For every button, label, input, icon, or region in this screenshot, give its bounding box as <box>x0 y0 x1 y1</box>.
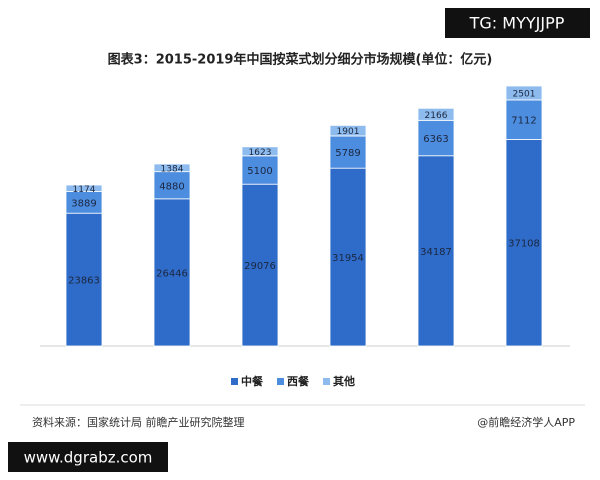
bar-segment <box>505 85 543 101</box>
bar-segment <box>153 163 191 173</box>
legend-swatch <box>231 378 238 385</box>
value-label: 2166 <box>425 111 448 121</box>
credit: @前瞻经济学人APP <box>477 415 575 429</box>
bar-segment <box>417 119 455 157</box>
source: 资料来源：国家统计局 前瞻产业研究院整理 <box>32 415 245 429</box>
legend-label: 西餐 <box>287 374 310 388</box>
bar-segment <box>417 155 455 347</box>
bar-segment <box>241 183 279 347</box>
bar-segment <box>505 99 543 140</box>
value-label: 31954 <box>332 253 364 264</box>
value-label: 26446 <box>156 268 188 279</box>
value-label: 37108 <box>508 239 540 250</box>
bar-segment <box>329 167 367 347</box>
legend-label: 其他 <box>333 374 355 388</box>
site: www.dgrabz.com <box>24 449 153 467</box>
value-label: 2501 <box>513 89 536 99</box>
chart-title: 图表3：2015-2019年中国按菜式划分细分市场规模(单位：亿元) <box>108 52 493 68</box>
value-label: 23863 <box>68 276 100 287</box>
watermark-box <box>445 8 590 38</box>
bar-segment <box>417 107 455 121</box>
bar-segment <box>505 139 543 347</box>
site-box <box>8 442 168 472</box>
bar-segment <box>153 198 191 347</box>
bar-segment <box>65 212 103 347</box>
bar-segment <box>329 124 367 137</box>
value-label: 6363 <box>423 134 448 145</box>
legend-swatch <box>277 378 284 385</box>
bar-segment <box>65 184 103 192</box>
bar-segment <box>153 171 191 200</box>
value-label: 1901 <box>337 127 360 137</box>
value-label: 29076 <box>244 261 276 272</box>
value-label: 5100 <box>247 166 272 177</box>
value-label: 7112 <box>511 116 536 127</box>
legend-swatch <box>323 378 330 385</box>
plot: 23863 3889 1174 26446 4880 1384 29076 5100 1623 3… <box>65 85 543 388</box>
watermark: TG: MYYJJPP <box>469 14 565 33</box>
value-label: 5789 <box>335 148 360 159</box>
value-label: 1384 <box>161 164 184 174</box>
value-label: 1174 <box>73 185 96 195</box>
value-label: 3889 <box>71 198 96 209</box>
value-label: 4880 <box>159 181 184 192</box>
value-label: 34187 <box>420 247 452 258</box>
value-label: 1623 <box>249 148 272 158</box>
bar-segment <box>241 146 279 157</box>
legend-label: 中餐 <box>241 374 264 388</box>
